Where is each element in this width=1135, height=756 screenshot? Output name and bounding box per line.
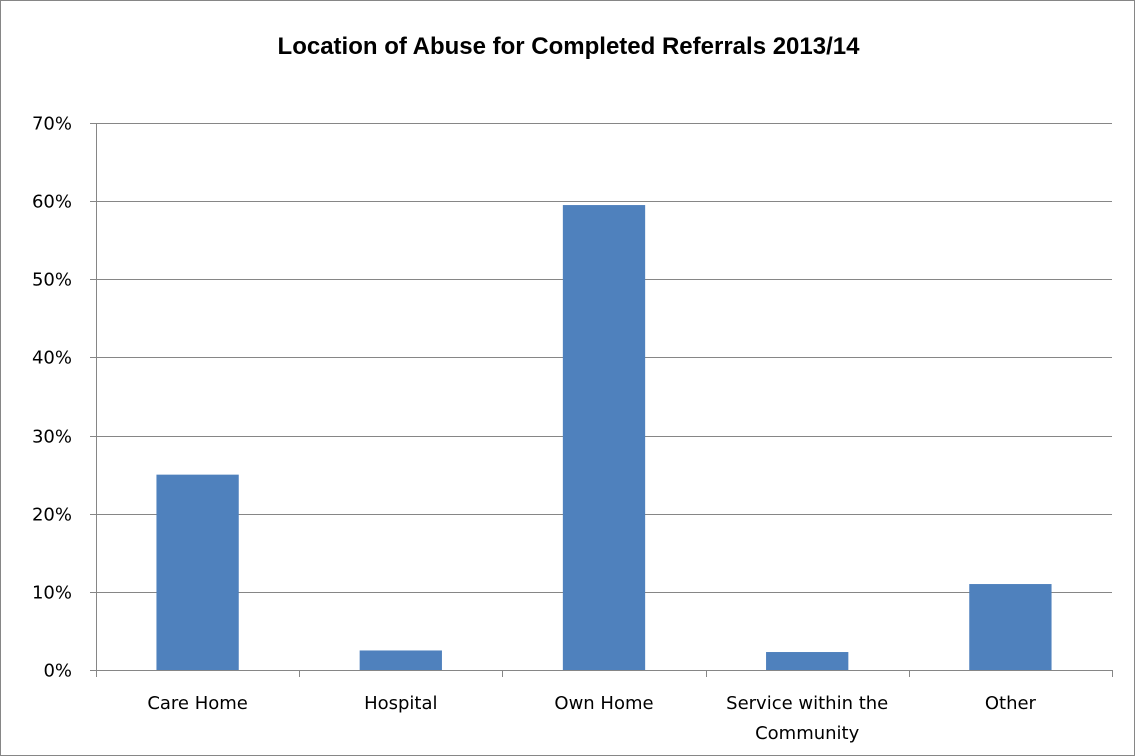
x-tick-label: Service within the Community (726, 693, 888, 744)
bar (766, 652, 848, 670)
y-tick-label: 30% (32, 427, 72, 448)
x-tick-label-line: Own Home (554, 693, 653, 714)
y-tick-label: 50% (32, 270, 72, 291)
y-tick-label: 0% (43, 661, 72, 682)
y-tick-label: 20% (32, 505, 72, 526)
x-tick-label: Own Home (554, 693, 653, 714)
x-tick-label-line: Service within the (726, 693, 888, 714)
x-tick-label: Care Home (147, 693, 248, 714)
x-tick-label-line: Care Home (147, 693, 248, 714)
x-tick-label-line: Hospital (364, 693, 437, 714)
bar (156, 475, 238, 670)
y-tick-label: 40% (32, 348, 72, 369)
y-tick-labels: 0% 10% 20% 30% 40% 50% 60% 70% (32, 114, 72, 682)
y-tick-label: 60% (32, 192, 72, 213)
x-tick-labels: Care Home Hospital Own Home Service within … (147, 693, 1036, 744)
bar (969, 584, 1051, 670)
x-tick-label: Hospital (364, 693, 437, 714)
x-tick-label-line: Other (985, 693, 1037, 714)
bar (563, 205, 645, 670)
y-tick-label: 10% (32, 583, 72, 604)
bars (156, 205, 1051, 670)
y-tick-label: 70% (32, 114, 72, 135)
x-tick-label: Other (985, 693, 1037, 714)
bar (360, 650, 442, 670)
x-tick-label-line: Community (755, 723, 860, 744)
